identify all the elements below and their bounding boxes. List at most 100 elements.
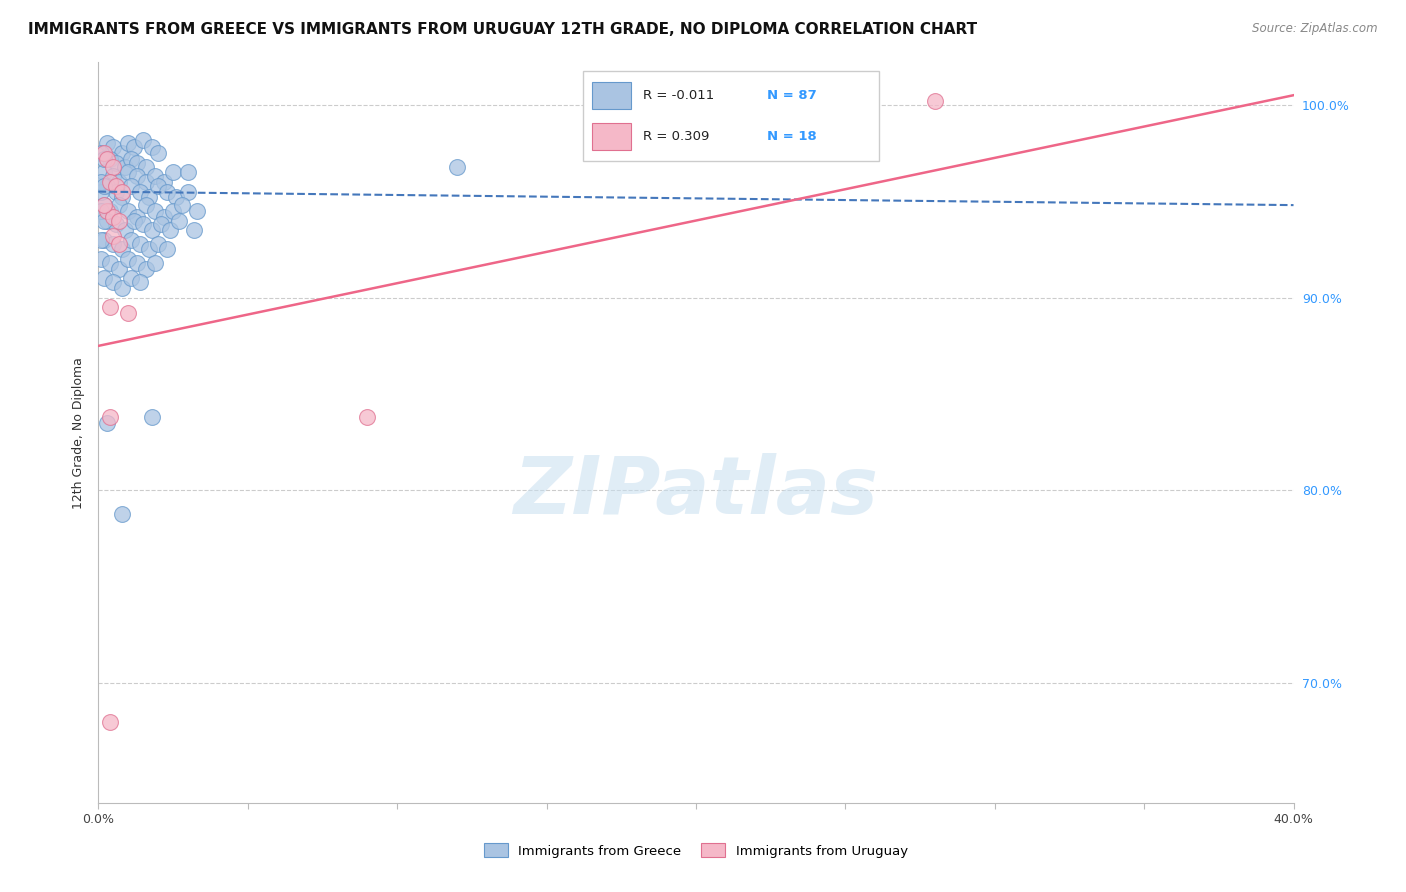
Point — [124, 213, 146, 227]
Point — [105, 185, 128, 199]
Point — [117, 306, 139, 320]
Point — [124, 140, 146, 154]
Point — [93, 178, 115, 193]
Point — [90, 252, 112, 266]
Point — [103, 210, 125, 224]
Point — [111, 243, 134, 257]
Point — [177, 165, 200, 179]
Point — [120, 152, 142, 166]
Text: Source: ZipAtlas.com: Source: ZipAtlas.com — [1253, 22, 1378, 36]
Point — [156, 185, 179, 199]
Point — [108, 198, 131, 212]
Point — [138, 190, 160, 204]
FancyBboxPatch shape — [592, 82, 631, 109]
Point — [103, 169, 125, 184]
Point — [93, 198, 115, 212]
Point — [172, 198, 194, 212]
Point — [108, 261, 131, 276]
Point — [141, 140, 163, 154]
Point — [108, 213, 131, 227]
Point — [141, 223, 163, 237]
Point — [98, 714, 122, 729]
Point — [93, 146, 115, 161]
Point — [96, 136, 118, 151]
Point — [90, 233, 112, 247]
Point — [120, 178, 142, 193]
Point — [127, 169, 149, 184]
Point — [111, 190, 134, 204]
Point — [93, 165, 115, 179]
Point — [356, 410, 378, 425]
Point — [446, 160, 468, 174]
Point — [153, 210, 176, 224]
Point — [120, 271, 142, 285]
Point — [135, 160, 157, 174]
Point — [103, 160, 125, 174]
Point — [105, 155, 128, 169]
Point — [98, 152, 122, 166]
Point — [117, 136, 139, 151]
Point — [105, 178, 128, 193]
Point — [103, 229, 125, 244]
Point — [135, 175, 157, 189]
Point — [132, 132, 155, 146]
FancyBboxPatch shape — [583, 71, 879, 161]
Point — [135, 198, 157, 212]
Point — [156, 243, 179, 257]
Point — [90, 175, 112, 189]
Point — [96, 152, 118, 166]
Point — [114, 223, 136, 237]
Point — [93, 233, 115, 247]
Text: IMMIGRANTS FROM GREECE VS IMMIGRANTS FROM URUGUAY 12TH GRADE, NO DIPLOMA CORRELA: IMMIGRANTS FROM GREECE VS IMMIGRANTS FRO… — [28, 22, 977, 37]
Point — [111, 281, 134, 295]
Point — [96, 203, 118, 218]
Point — [105, 218, 128, 232]
Point — [162, 203, 184, 218]
FancyBboxPatch shape — [592, 123, 631, 150]
Y-axis label: 12th Grade, No Diploma: 12th Grade, No Diploma — [72, 357, 86, 508]
Point — [127, 256, 149, 270]
Point — [93, 213, 115, 227]
Point — [127, 155, 149, 169]
Point — [143, 256, 166, 270]
Point — [159, 223, 181, 237]
Point — [103, 275, 125, 289]
Text: N = 18: N = 18 — [766, 130, 817, 143]
Point — [93, 152, 115, 166]
Point — [98, 175, 122, 189]
Point — [90, 203, 112, 218]
Legend: Immigrants from Greece, Immigrants from Uruguay: Immigrants from Greece, Immigrants from … — [479, 838, 912, 863]
Point — [143, 203, 166, 218]
Point — [90, 146, 112, 161]
Point — [98, 301, 122, 315]
Point — [143, 169, 166, 184]
Point — [120, 233, 142, 247]
Point — [96, 178, 118, 193]
Point — [108, 175, 131, 189]
Point — [153, 175, 176, 189]
Point — [138, 243, 160, 257]
Point — [127, 210, 149, 224]
Point — [132, 218, 155, 232]
Point — [117, 252, 139, 266]
Point — [90, 185, 112, 199]
Point — [103, 140, 125, 154]
Point — [114, 160, 136, 174]
Text: R = 0.309: R = 0.309 — [643, 130, 709, 143]
Point — [117, 165, 139, 179]
Point — [148, 178, 170, 193]
Point — [141, 410, 163, 425]
Text: N = 87: N = 87 — [766, 89, 817, 102]
Point — [148, 236, 170, 251]
Point — [111, 185, 134, 199]
Point — [165, 190, 187, 204]
Text: R = -0.011: R = -0.011 — [643, 89, 714, 102]
Point — [117, 203, 139, 218]
Point — [96, 213, 118, 227]
Point — [150, 218, 173, 232]
Point — [103, 236, 125, 251]
Point — [93, 271, 115, 285]
Point — [129, 185, 152, 199]
Point — [98, 256, 122, 270]
Point — [98, 410, 122, 425]
